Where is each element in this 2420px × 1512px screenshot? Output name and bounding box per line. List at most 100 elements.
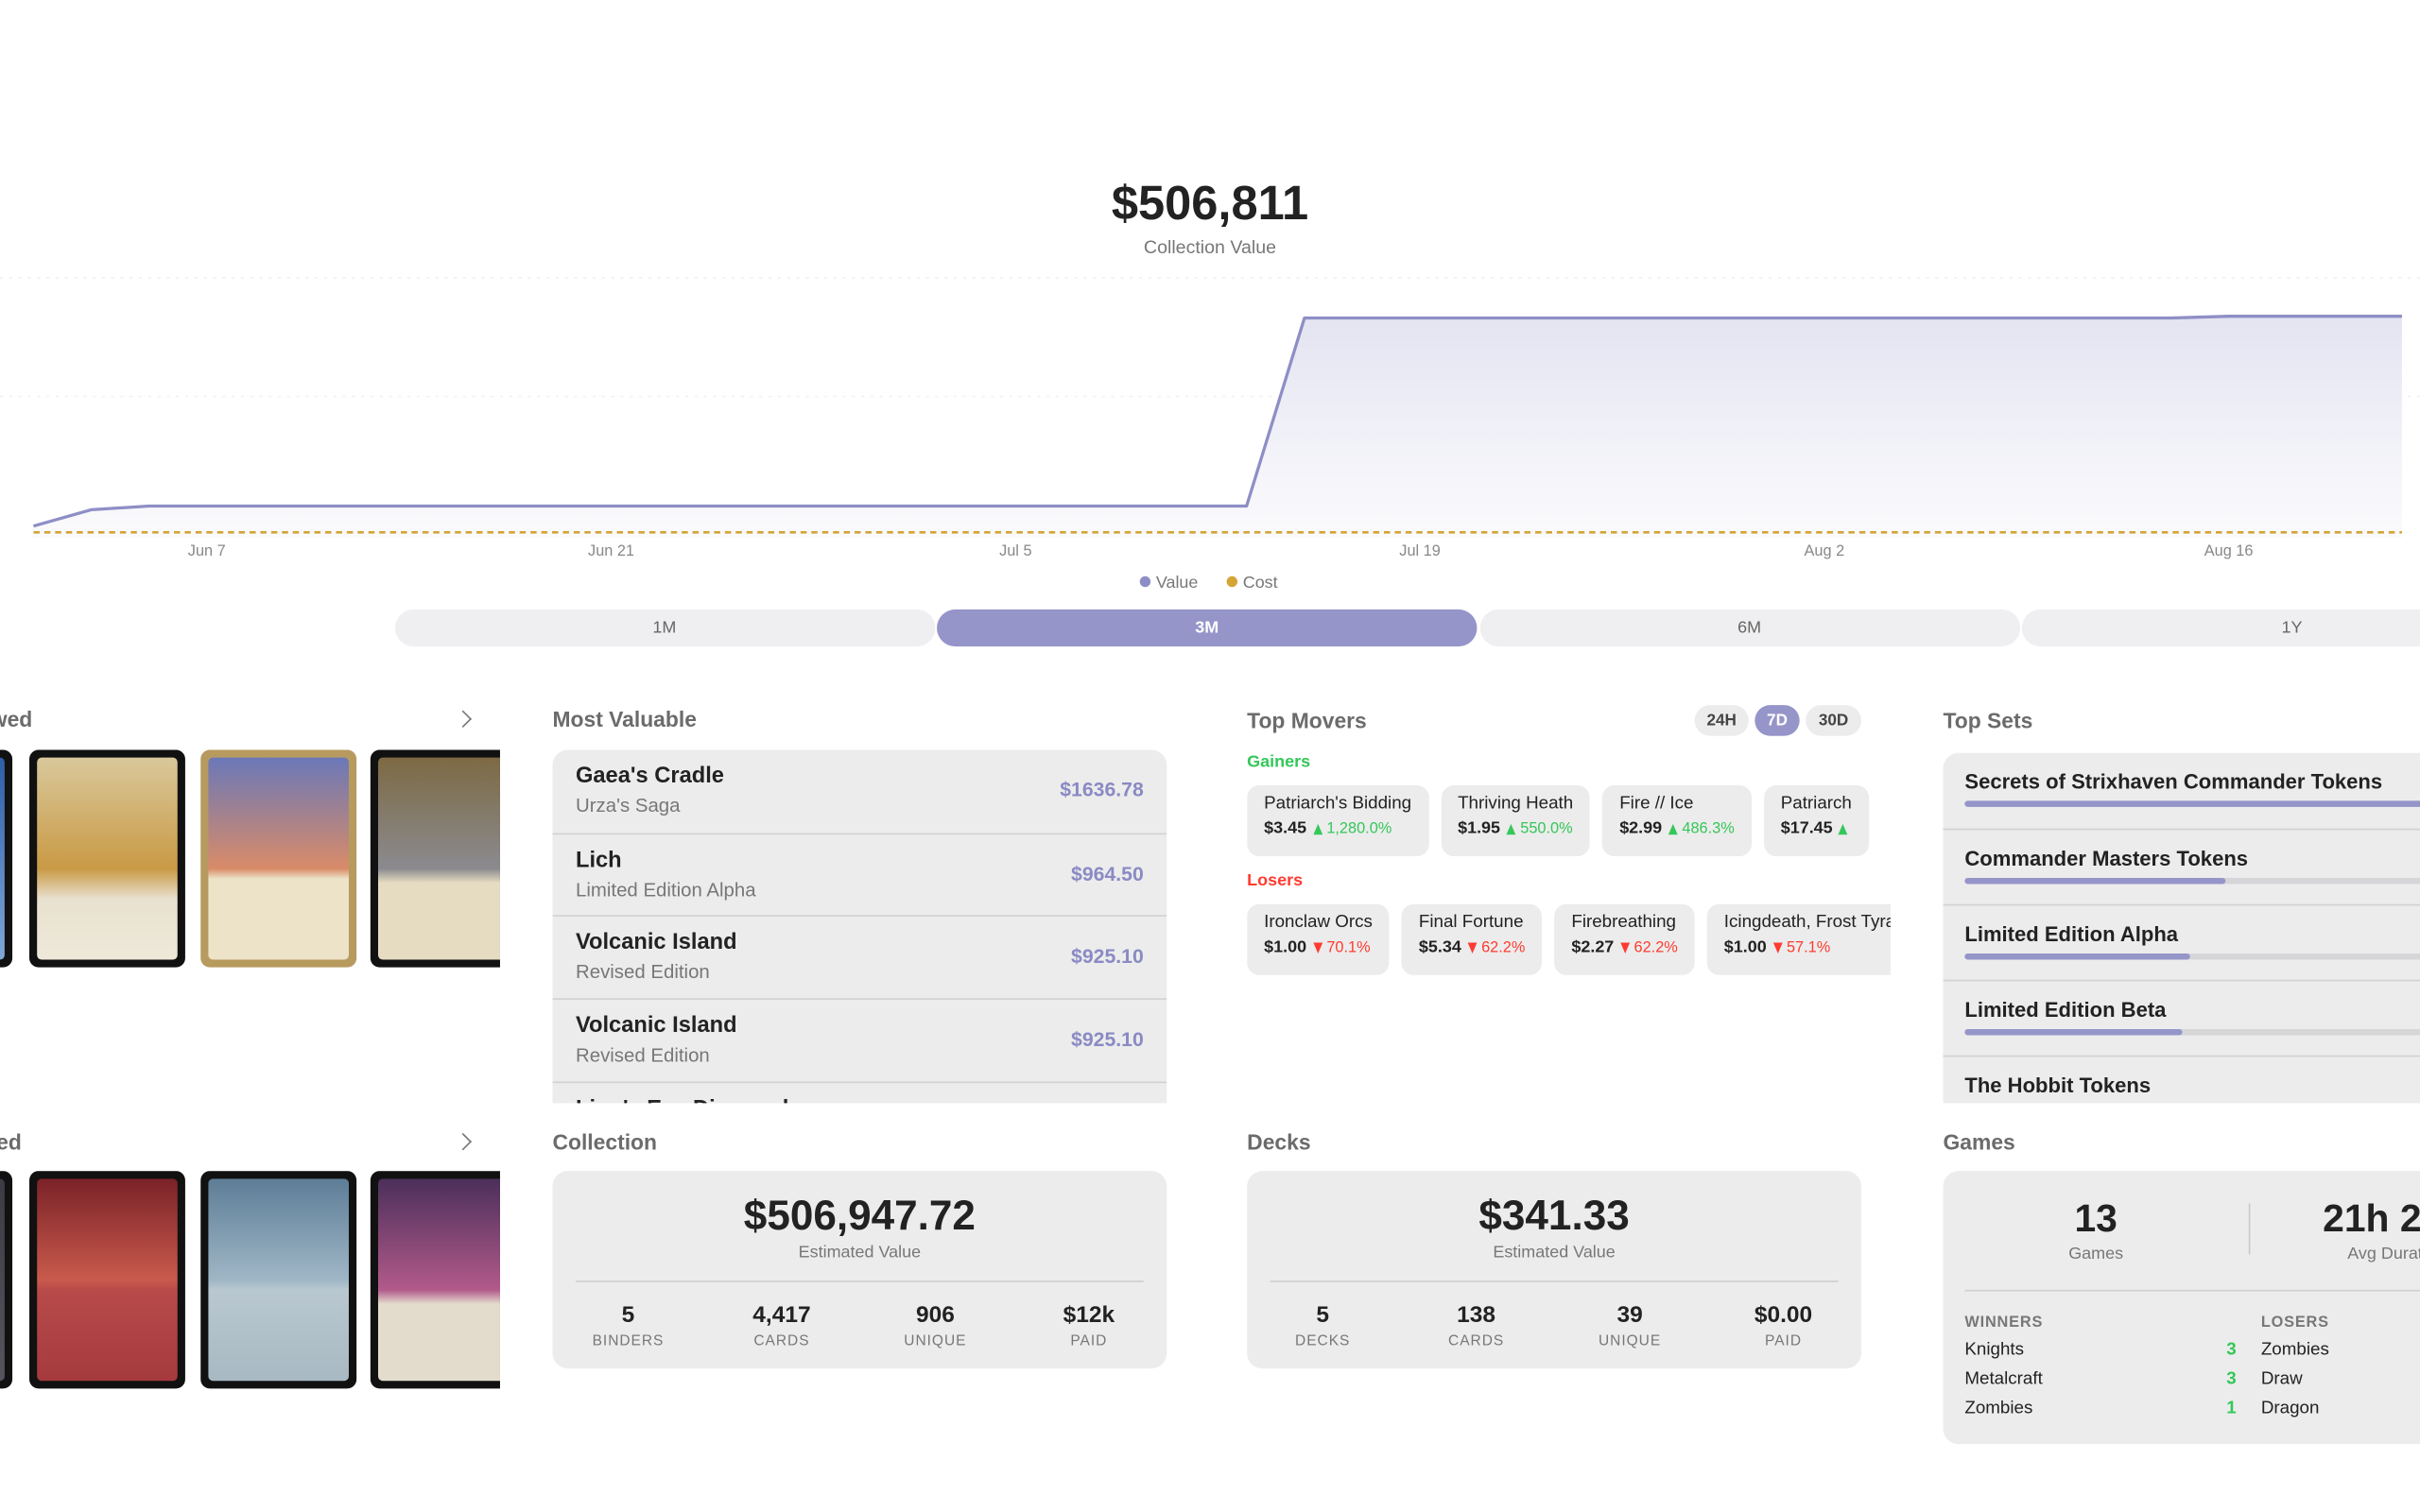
set-name: Limited Edition Alpha	[1964, 922, 2179, 946]
chevron[interactable]	[454, 1132, 473, 1151]
mover-name: Icingdeath, Frost Tyrant	[1723, 913, 1891, 933]
divider	[575, 1280, 1144, 1282]
card[interactable]	[29, 749, 185, 968]
card-name: Lich	[575, 848, 622, 873]
range-button[interactable]: 3M	[937, 609, 1478, 647]
valuable-row[interactable]: Volcanic Island Revised Edition $925.10	[552, 998, 1167, 1082]
card-name: Lion's Eye Diamond	[576, 1096, 788, 1103]
x-tick-label: Jul 5	[999, 542, 1031, 559]
section-title: Most Valuable	[552, 706, 697, 731]
mover-chip[interactable]: Thriving Heath $1.95 550.0%	[1441, 785, 1591, 857]
range-button[interactable]: 1Y	[2021, 609, 2420, 647]
change-arrow	[1467, 941, 1478, 954]
set-name: Secrets of Strixhaven Commander Tokens	[1964, 769, 2383, 794]
most-valuable-list: Gaea's Cradle Urza's Saga $1636.78 Lich Limi…	[552, 749, 1167, 1104]
card[interactable]	[0, 1171, 13, 1389]
card-strip[interactable]	[0, 749, 500, 969]
winner-count: 3	[2226, 1340, 2237, 1360]
mover-change: 550.0%	[1520, 819, 1573, 837]
set-row[interactable]: The Hobbit Tokens	[1943, 1055, 2420, 1104]
set-row[interactable]: Limited Edition Beta	[1943, 979, 2420, 1057]
winners-list: Knights 3 Metalcraft 3 Zombies 1	[1964, 1341, 2236, 1429]
collection-value: $506,811	[1111, 176, 1309, 231]
stat-label: DECKS	[1295, 1332, 1351, 1350]
valuable-row[interactable]: Volcanic Island Revised Edition $925.10	[552, 915, 1167, 1000]
loser-row: Dragon	[2261, 1400, 2420, 1429]
gainers-title: Gainers	[1247, 752, 1311, 772]
set-bar	[1964, 1028, 2183, 1036]
chevron[interactable]	[454, 710, 473, 729]
stat: $0.00 PAID	[1754, 1302, 1812, 1350]
mover-change: 62.2%	[1481, 938, 1526, 956]
mover-chip[interactable]: Final Fortune $5.34 62.2%	[1401, 903, 1543, 975]
period-button[interactable]: 7D	[1754, 705, 1800, 736]
set-bar-track	[1964, 1028, 2420, 1036]
games-label: Games	[2068, 1245, 2124, 1264]
mover-change: 1,280.0%	[1326, 819, 1392, 837]
valuable-row[interactable]: Lich Limited Edition Alpha $964.50	[552, 833, 1167, 917]
mover-name: Firebreathing	[1571, 913, 1676, 933]
card-price: $925.10	[1071, 1027, 1144, 1051]
stat-label: BINDERS	[592, 1332, 665, 1350]
mover-chip[interactable]: Patriarch $17.45	[1763, 785, 1870, 857]
loser-row: Draw	[2261, 1370, 2420, 1400]
change-arrow	[1312, 823, 1322, 834]
area	[33, 316, 2402, 538]
mover-chip[interactable]: Icingdeath, Frost Tyrant $1.00 57.1%	[1706, 903, 1891, 975]
card[interactable]	[29, 1171, 185, 1389]
set-bar	[1964, 953, 2190, 960]
card-price: $964.50	[1071, 862, 1144, 885]
period-button[interactable]: 30D	[1806, 705, 1861, 736]
set-row[interactable]: Limited Edition Alpha	[1943, 903, 2420, 982]
set-row[interactable]: Commander Masters Tokens	[1943, 828, 2420, 906]
card-set: Urza's Saga	[575, 794, 681, 816]
mover-price-row: $1.00 70.1%	[1264, 938, 1373, 957]
set-name: Commander Masters Tokens	[1964, 847, 2249, 870]
stat-value: 4,417	[752, 1301, 811, 1329]
x-tick-label: Jun 21	[588, 542, 634, 559]
mover-chip[interactable]: Ironclaw Orcs $1.00 70.1%	[1247, 903, 1390, 975]
games-summary[interactable]: 13 Games 21h 2m Avg Duration WINNERS LOS…	[1943, 1171, 2420, 1445]
valuable-row[interactable]: Gaea's Cradle Urza's Saga $1636.78	[552, 749, 1167, 833]
stat-value: $12k	[1063, 1301, 1115, 1329]
period-button[interactable]: 24H	[1694, 705, 1749, 736]
stat-value: 906	[915, 1301, 955, 1329]
range-button[interactable]: 1M	[394, 609, 935, 647]
stat-value: 5	[1316, 1301, 1329, 1329]
stat-value: 138	[1457, 1301, 1496, 1329]
legend-dot	[1226, 576, 1238, 588]
winner-count: 1	[2226, 1399, 2237, 1418]
valuable-row[interactable]: Lion's Eye Diamond	[552, 1081, 1167, 1103]
card-strip[interactable]	[0, 1171, 500, 1390]
collection-summary[interactable]: $506,947.72 Estimated Value 5 BINDERS 4,417 C…	[552, 1171, 1167, 1369]
divider	[2248, 1203, 2251, 1255]
stat-label: PAID	[1070, 1332, 1108, 1350]
change-arrow	[1619, 941, 1630, 954]
mover-chip[interactable]: Firebreathing $2.27 62.2%	[1554, 903, 1695, 975]
mover-chip[interactable]: Fire // Ice $2.99 486.3%	[1602, 785, 1752, 857]
card[interactable]	[200, 749, 357, 968]
mover-price: $2.27	[1571, 937, 1615, 957]
mover-name: Patriarch's Bidding	[1264, 794, 1412, 814]
card-price: $1636.78	[1060, 777, 1144, 801]
set-bar-track	[1964, 877, 2420, 885]
card[interactable]	[370, 1171, 500, 1389]
set-row[interactable]: Secrets of Strixhaven Commander Tokens	[1944, 753, 2420, 829]
mover-price-row: $2.27 62.2%	[1571, 938, 1677, 957]
mover-name: Patriarch	[1780, 794, 1852, 814]
mover-price-row: $17.45	[1781, 819, 1853, 838]
range-button[interactable]: 6M	[1478, 609, 2020, 647]
card[interactable]	[200, 1171, 357, 1389]
series-line	[32, 315, 2402, 528]
mover-name: Final Fortune	[1418, 913, 1524, 933]
losers-list: Zombies Draw Dragon	[2261, 1341, 2420, 1429]
mover-chip[interactable]: Patriarch's Bidding $3.45 1,280.0%	[1247, 785, 1429, 857]
decks-summary[interactable]: $341.33 Estimated Value 5 DECKS 138 CARDS 39 UN…	[1247, 1171, 1861, 1369]
card[interactable]	[370, 749, 500, 968]
mover-change: 57.1%	[1786, 938, 1831, 956]
winners-title: WINNERS	[1964, 1314, 2044, 1332]
card[interactable]	[0, 749, 13, 968]
chart: Jun 7 Jun 21 Jul 5 Jul 19 Aug 2 Aug 16 Value Co…	[0, 277, 2420, 592]
stat: 138 CARDS	[1448, 1302, 1504, 1350]
